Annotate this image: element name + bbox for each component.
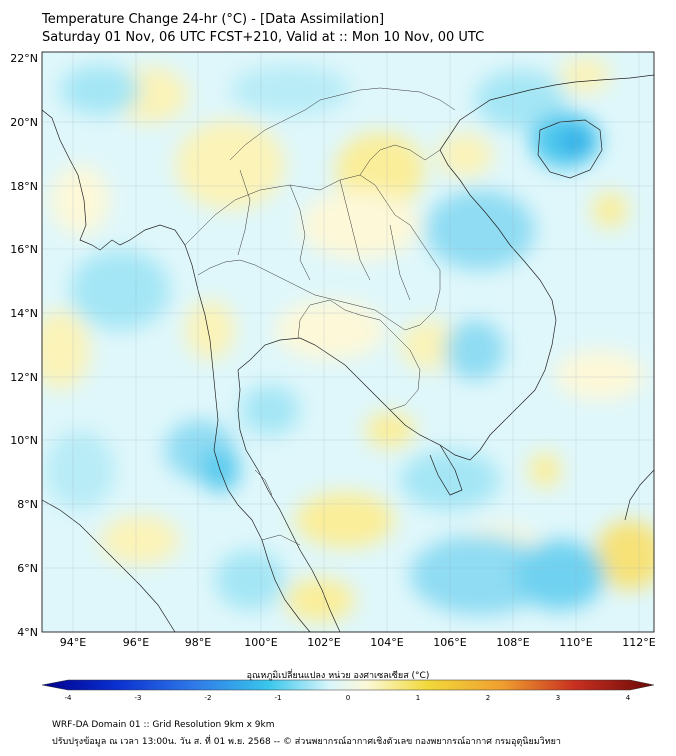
lat-tick-label: 14°N [10, 307, 38, 320]
lat-tick-label: 8°N [17, 498, 38, 511]
update-credit: ปรับปรุงข้อมูล ณ เวลา 13:00น. วัน ส. ที่… [52, 737, 561, 747]
graticule [42, 52, 654, 632]
colorbar-tick-label: 0 [346, 694, 350, 702]
coastlines [42, 74, 654, 632]
colorbar-tick-label: 1 [416, 694, 420, 702]
temperature-field [42, 57, 654, 622]
colorbar-tick-label: 2 [486, 694, 490, 702]
lat-tick-label: 12°N [10, 371, 38, 384]
lat-tick-label: 6°N [17, 562, 38, 575]
lon-tick-label: 96°E [123, 636, 149, 649]
map-title: Temperature Change 24-hr (°C) - [Data As… [42, 12, 385, 27]
colorbar-tick-label: -1 [275, 694, 282, 702]
lon-tick-label: 112°E [622, 636, 655, 649]
lon-tick-label: 102°E [307, 636, 340, 649]
model-info: WRF-DA Domain 01 :: Grid Resolution 9km … [52, 720, 275, 730]
lat-tick-label: 4°N [17, 626, 38, 639]
map-frame [41, 51, 655, 633]
colorbar-gradient [41, 679, 655, 691]
colorbar: -4 -3 -2 -1 0 1 2 3 4 [41, 679, 655, 702]
lon-tick-label: 106°E [433, 636, 466, 649]
lon-tick-label: 104°E [370, 636, 403, 649]
lat-tick-label: 10°N [10, 434, 38, 447]
lon-tick-label: 108°E [496, 636, 529, 649]
country-borders [184, 87, 456, 546]
lat-tick-label: 22°N [10, 52, 38, 65]
lat-tick-label: 16°N [10, 243, 38, 256]
colorbar-title: อุณหภูมิเปลี่ยนแปลง หน่วย องศาเซลเซียส (… [246, 671, 430, 681]
colorbar-tick-label: 4 [626, 694, 631, 702]
lat-tick-label: 18°N [10, 180, 38, 193]
lon-tick-label: 100°E [244, 636, 277, 649]
lon-tick-label: 110°E [559, 636, 592, 649]
colorbar-tick-label: -4 [65, 694, 73, 702]
colorbar-tick-label: -3 [135, 694, 142, 702]
colorbar-tick-label: -2 [205, 694, 212, 702]
map-subtitle: Saturday 01 Nov, 06 UTC FCST+210, Valid … [42, 30, 485, 45]
lon-tick-label: 94°E [60, 636, 86, 649]
lat-tick-label: 20°N [10, 116, 38, 129]
colorbar-tick-label: 3 [556, 694, 560, 702]
lon-tick-label: 98°E [185, 636, 211, 649]
